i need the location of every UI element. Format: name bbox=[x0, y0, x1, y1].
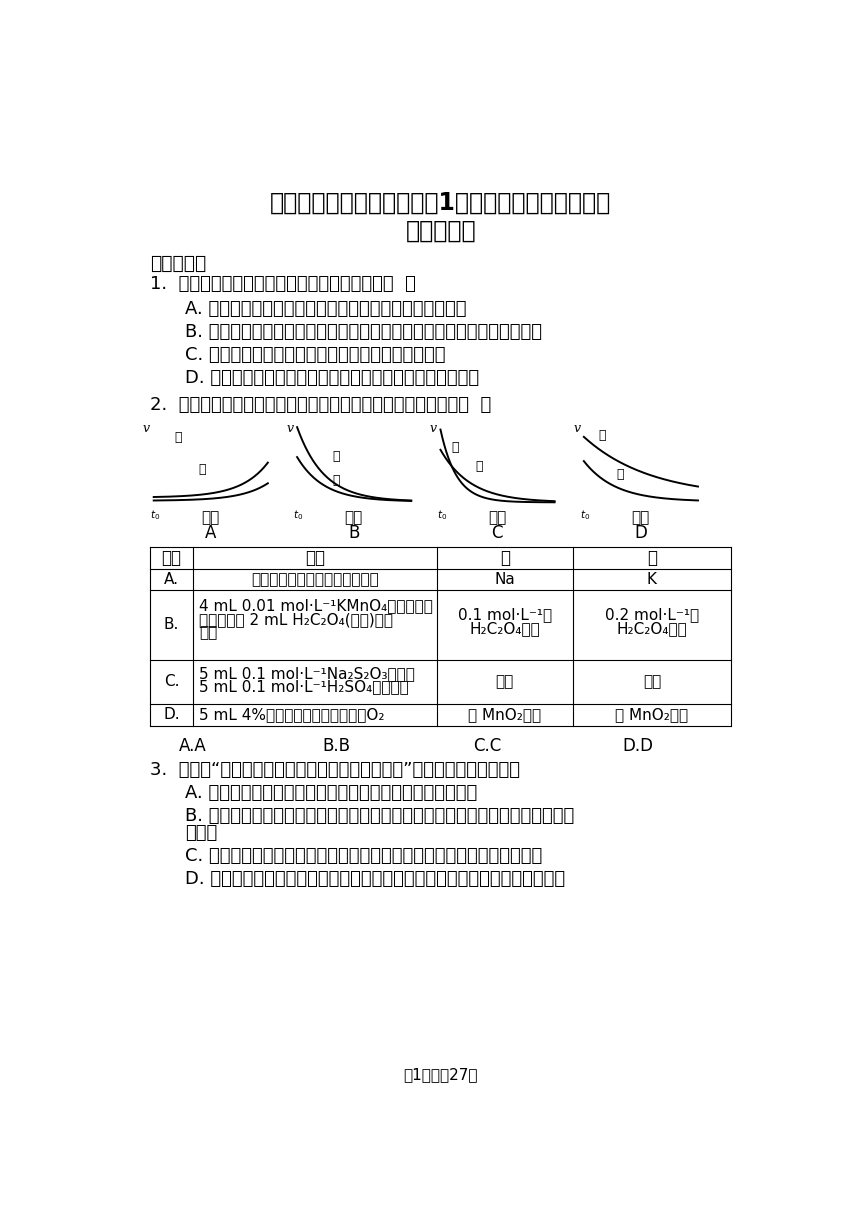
Text: 外形、大小相近的金属和水反应: 外形、大小相近的金属和水反应 bbox=[251, 572, 378, 587]
Text: C.C: C.C bbox=[473, 737, 501, 754]
Text: H₂C₂O₄溶液: H₂C₂O₄溶液 bbox=[470, 621, 540, 636]
Text: C. 升高温度，活化分子百分数提高，有效碰撞的几率提高，反应速率增大: C. 升高温度，活化分子百分数提高，有效碰撞的几率提高，反应速率增大 bbox=[185, 848, 543, 866]
Text: 2.  下列表格中的各种情况，可以用对应选项中的图像表示的是（  ）: 2. 下列表格中的各种情况，可以用对应选项中的图像表示的是（ ） bbox=[150, 396, 491, 415]
Text: 热水: 热水 bbox=[495, 675, 513, 689]
Text: 4 mL 0.01 mol·L⁻¹KMnO₄溶液分别和: 4 mL 0.01 mol·L⁻¹KMnO₄溶液分别和 bbox=[199, 598, 433, 613]
Text: 时间: 时间 bbox=[488, 511, 506, 525]
Text: D.D: D.D bbox=[623, 737, 654, 754]
Text: B. 催化剑在化学反应过程中参与了反应，活化分子数增大，反应速率加快: B. 催化剑在化学反应过程中参与了反应，活化分子数增大，反应速率加快 bbox=[185, 323, 542, 340]
Text: 速率练习题: 速率练习题 bbox=[405, 219, 476, 243]
Text: A. 增大反应物浓度，活化分子百分数增大，反应速率加快: A. 增大反应物浓度，活化分子百分数增大，反应速率加快 bbox=[185, 300, 466, 317]
Text: 反应: 反应 bbox=[199, 625, 218, 641]
Text: 0.1 mol·L⁻¹的: 0.1 mol·L⁻¹的 bbox=[458, 607, 552, 623]
Text: 第1页，內27页: 第1页，內27页 bbox=[403, 1066, 478, 1082]
Text: 一、单选题: 一、单选题 bbox=[150, 254, 206, 272]
Text: C: C bbox=[491, 524, 503, 542]
Text: 加 MnO₂粉末: 加 MnO₂粉末 bbox=[616, 708, 689, 722]
Text: 高中化学鲁科版选择性必修1第二章第三节化学反应的: 高中化学鲁科版选择性必修1第二章第三节化学反应的 bbox=[270, 191, 611, 214]
Text: D: D bbox=[634, 524, 647, 542]
Text: 时间: 时间 bbox=[201, 511, 219, 525]
Text: Na: Na bbox=[494, 572, 515, 587]
Text: 5 mL 0.1 mol·L⁻¹H₂SO₄溶液反应: 5 mL 0.1 mol·L⁻¹H₂SO₄溶液反应 bbox=[199, 680, 408, 694]
Text: 率加快: 率加快 bbox=[185, 824, 218, 843]
Text: B. 对于气体反应来说，缩小容器体积，单位体积内活化分子的数目增多，反应速: B. 对于气体反应来说，缩小容器体积，单位体积内活化分子的数目增多，反应速 bbox=[185, 807, 574, 826]
Text: D. 催化剑通过改变反应的路径，使发生反应所需的活化能降低，反应速率增大: D. 催化剑通过改变反应的路径，使发生反应所需的活化能降低，反应速率增大 bbox=[185, 871, 565, 889]
Text: 0.2 mol·L⁻¹的: 0.2 mol·L⁻¹的 bbox=[605, 607, 699, 623]
Text: 甲: 甲 bbox=[500, 548, 510, 567]
Text: 冷水: 冷水 bbox=[642, 675, 661, 689]
Text: 3.  下列对“改变反应条件，导致化学反应速率改变”的原因描述不正确的是: 3. 下列对“改变反应条件，导致化学反应速率改变”的原因描述不正确的是 bbox=[150, 761, 520, 779]
Text: 选项: 选项 bbox=[162, 548, 181, 567]
Text: C. 升高温度，所有反应的活化能增大，反应速率加快: C. 升高温度，所有反应的活化能增大，反应速率加快 bbox=[185, 347, 445, 364]
Text: K: K bbox=[647, 572, 657, 587]
Text: 5 mL 0.1 mol·L⁻¹Na₂S₂O₃溶液和: 5 mL 0.1 mol·L⁻¹Na₂S₂O₃溶液和 bbox=[199, 665, 415, 681]
Text: 不同浓度的 2 mL H₂C₂O₄(草酸)溶液: 不同浓度的 2 mL H₂C₂O₄(草酸)溶液 bbox=[199, 612, 393, 626]
Text: D. 增大压强，所有反应的有效碰撞概率增大，反应速率加快: D. 增大压强，所有反应的有效碰撞概率增大，反应速率加快 bbox=[185, 370, 479, 387]
Text: 1.  下列关于有效碰撞理论的说法一定正确的是（  ）: 1. 下列关于有效碰撞理论的说法一定正确的是（ ） bbox=[150, 275, 416, 293]
Text: 乙: 乙 bbox=[647, 548, 657, 567]
Text: B: B bbox=[348, 524, 359, 542]
Text: A.: A. bbox=[164, 572, 179, 587]
Text: 时间: 时间 bbox=[631, 511, 649, 525]
Text: C.: C. bbox=[163, 675, 179, 689]
Text: D.: D. bbox=[163, 708, 180, 722]
Text: A: A bbox=[205, 524, 216, 542]
Text: 时间: 时间 bbox=[345, 511, 363, 525]
Text: A. 增大反应物浓度，活化分子的百分数增加。反应速率加快: A. 增大反应物浓度，活化分子的百分数增加。反应速率加快 bbox=[185, 784, 477, 803]
Text: H₂C₂O₄溶液: H₂C₂O₄溶液 bbox=[617, 621, 687, 636]
Text: A.A: A.A bbox=[179, 737, 206, 754]
Text: 反应: 反应 bbox=[304, 548, 325, 567]
Text: B.: B. bbox=[163, 618, 179, 632]
Text: 5 mL 4%的过氧化氢溶液分解放出O₂: 5 mL 4%的过氧化氢溶液分解放出O₂ bbox=[199, 708, 384, 722]
Text: 无 MnO₂粉末: 无 MnO₂粉末 bbox=[468, 708, 541, 722]
Text: B.B: B.B bbox=[322, 737, 350, 754]
